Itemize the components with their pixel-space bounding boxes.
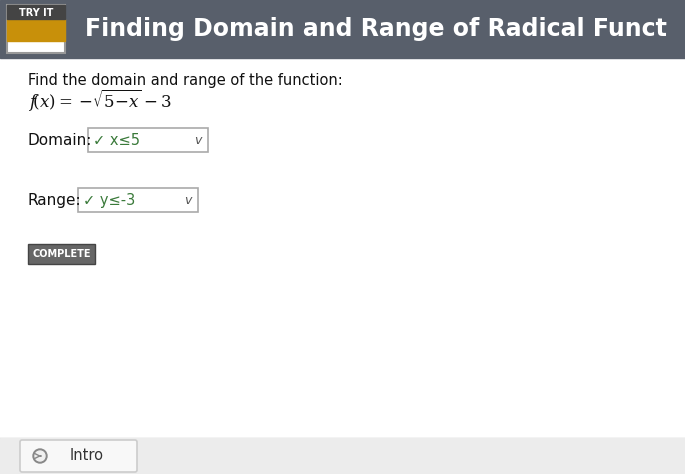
Text: TRY IT: TRY IT (18, 8, 53, 18)
FancyBboxPatch shape (88, 128, 208, 152)
Text: ✓ y≤-3: ✓ y≤-3 (83, 192, 135, 208)
Text: Intro: Intro (69, 448, 103, 464)
Bar (7, 19, 65, 41)
FancyBboxPatch shape (28, 244, 95, 264)
FancyBboxPatch shape (78, 188, 198, 212)
Ellipse shape (33, 449, 47, 463)
Text: Range:: Range: (28, 192, 82, 208)
FancyBboxPatch shape (20, 440, 137, 472)
Text: COMPLETE: COMPLETE (32, 249, 90, 259)
Text: v: v (184, 193, 192, 207)
Text: Domain:: Domain: (28, 133, 92, 147)
Text: Find the domain and range of the function:: Find the domain and range of the functio… (28, 73, 342, 88)
Bar (0, 0, 685, 58)
Text: $f\!\left(x\right)=-\!\sqrt{5{-}x}-3$: $f\!\left(x\right)=-\!\sqrt{5{-}x}-3$ (28, 87, 171, 113)
Ellipse shape (35, 451, 45, 461)
Bar (0, 438, 685, 474)
Text: Finding Domain and Range of Radical Funct: Finding Domain and Range of Radical Func… (85, 17, 667, 41)
FancyBboxPatch shape (7, 5, 65, 53)
Text: ✓ x≤5: ✓ x≤5 (93, 133, 140, 147)
Text: v: v (195, 134, 201, 146)
Bar (7, 5, 65, 19)
